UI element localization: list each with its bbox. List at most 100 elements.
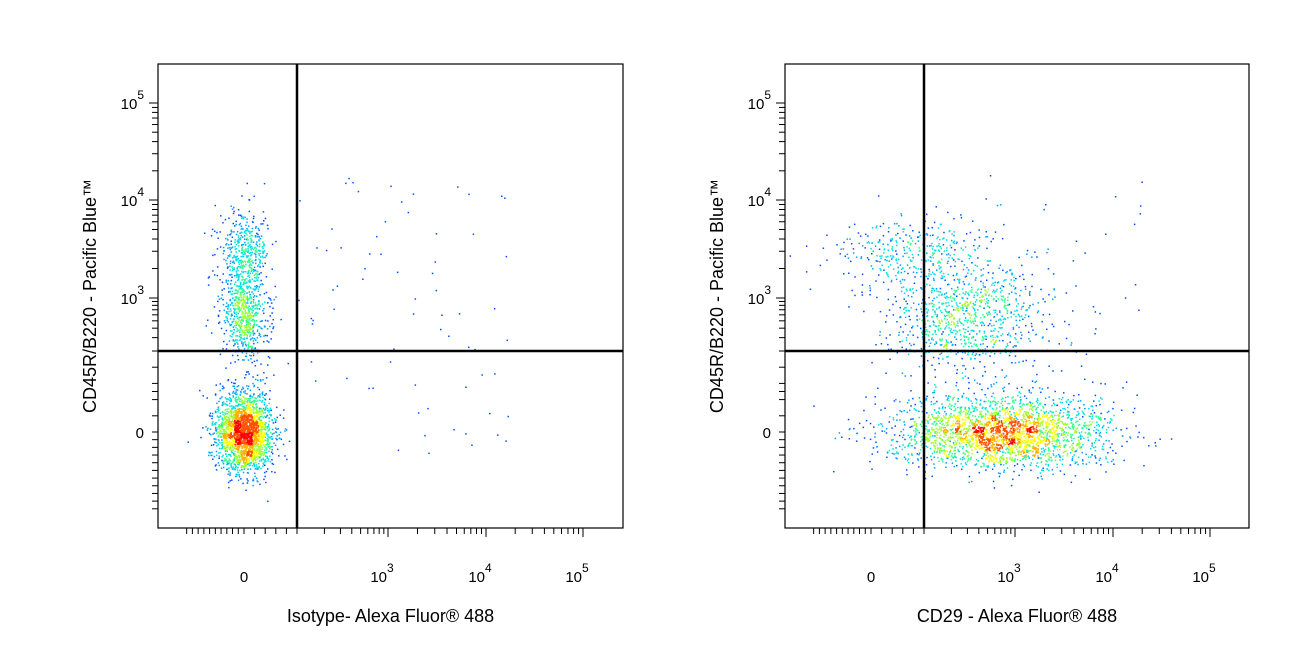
event-dot [1037, 448, 1039, 450]
event-dot [934, 430, 936, 433]
event-dot [1057, 434, 1059, 436]
event-dot [252, 300, 255, 303]
event-dot [241, 442, 243, 444]
event-dot [1001, 425, 1004, 427]
event-dot [986, 445, 988, 447]
event-dot [249, 411, 251, 413]
event-dot [263, 453, 265, 456]
event-dot [242, 425, 245, 427]
event-dot [234, 283, 236, 286]
event-dot [243, 445, 246, 447]
event-dot [970, 438, 973, 440]
event-dot [1013, 470, 1015, 473]
event-dot [230, 399, 232, 402]
event-dot [228, 431, 230, 433]
event-dot [250, 270, 252, 272]
event-dot [263, 436, 266, 438]
event-dot [240, 434, 242, 436]
event-dot [964, 462, 967, 464]
event-dot [280, 318, 282, 321]
event-dot [240, 422, 242, 424]
event-dot [247, 246, 249, 248]
event-dot [947, 424, 949, 426]
event-dot [246, 296, 249, 299]
event-dot [251, 230, 253, 233]
event-dot [253, 427, 255, 430]
event-dot [259, 441, 261, 444]
event-dot [228, 470, 230, 473]
event-dot [238, 409, 241, 412]
event-dot [1099, 403, 1101, 406]
event-dot [256, 314, 258, 316]
event-dot [240, 466, 242, 468]
event-dot [238, 462, 241, 464]
event-dot [251, 459, 253, 461]
event-dot [1064, 433, 1066, 436]
event-dot [1100, 419, 1102, 421]
event-dot [225, 421, 227, 423]
event-dot [252, 459, 254, 462]
event-dot [257, 271, 259, 273]
event-dot [235, 461, 238, 463]
event-dot [218, 440, 220, 442]
event-dot [991, 447, 994, 449]
event-dot [941, 439, 943, 441]
event-dot [238, 325, 240, 327]
event-dot [266, 328, 269, 330]
event-dot [997, 461, 999, 464]
event-dot [233, 328, 235, 331]
event-dot [252, 330, 254, 332]
event-dot [247, 429, 249, 432]
event-dot [237, 291, 239, 293]
event-dot [258, 258, 260, 261]
event-dot [937, 411, 940, 413]
event-dot [242, 288, 244, 290]
event-dot [1016, 428, 1018, 430]
event-dot [1053, 420, 1056, 422]
event-dot [906, 473, 908, 476]
event-dot [262, 441, 264, 443]
event-dot [259, 409, 261, 412]
event-dot [250, 358, 252, 360]
event-dot [251, 361, 253, 364]
event-dot [262, 252, 264, 255]
event-dot [1112, 449, 1114, 452]
event-dot [934, 435, 936, 437]
event-dot [926, 419, 928, 422]
event-dot [250, 418, 252, 421]
event-dot [249, 437, 252, 439]
event-dot [212, 254, 214, 257]
event-dot [252, 478, 255, 480]
event-dot [1007, 447, 1009, 450]
event-dot [457, 186, 459, 188]
event-dot [244, 409, 247, 411]
event-dot [234, 343, 236, 345]
event-dot [244, 260, 246, 262]
event-dot [248, 412, 251, 415]
event-dot [1109, 422, 1111, 424]
event-dot [224, 322, 227, 324]
event-dot [1037, 450, 1039, 452]
event-dot [973, 408, 976, 410]
event-dot [274, 421, 277, 423]
event-dot [223, 258, 225, 261]
event-dot [248, 274, 250, 276]
event-dot [977, 460, 979, 462]
event-dot [236, 328, 238, 330]
event-dot [1003, 429, 1006, 431]
event-dot [250, 422, 252, 424]
event-dot [953, 432, 955, 434]
event-dot [244, 253, 246, 256]
event-dot [245, 311, 247, 314]
event-dot [250, 411, 252, 414]
event-dot [972, 415, 974, 417]
event-dot [253, 332, 255, 334]
event-dot [465, 386, 467, 388]
event-dot [225, 305, 227, 308]
event-dot [1078, 440, 1080, 442]
event-dot [249, 297, 251, 300]
event-dot [435, 289, 438, 292]
event-dot [240, 441, 243, 443]
event-dot [1101, 427, 1104, 429]
event-dot [240, 299, 243, 301]
